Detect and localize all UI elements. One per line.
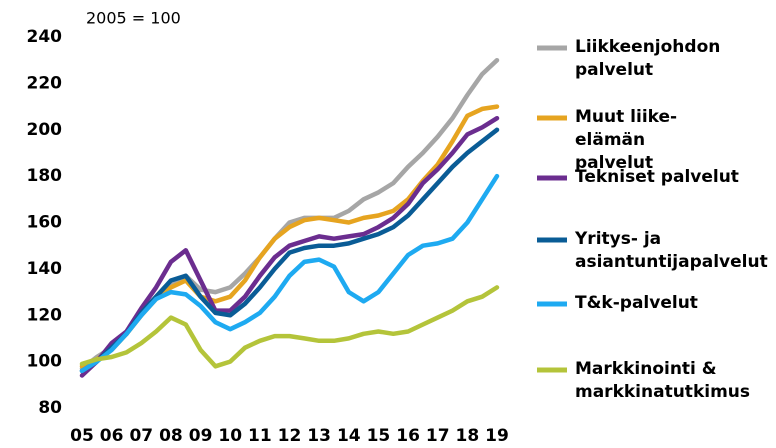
- x-tick-label: 16: [396, 426, 420, 446]
- x-tick-label: 12: [278, 426, 302, 446]
- y-tick-label: 160: [27, 213, 63, 233]
- legend-label: Muut liike-elämän palvelut: [575, 107, 678, 173]
- legend-label: Yritys- ja asiantuntijapalvelut: [575, 229, 768, 272]
- series-line: [79, 285, 500, 369]
- x-tick-label: 15: [367, 426, 391, 446]
- y-tick-label: 200: [27, 120, 63, 140]
- x-tick-label: 13: [307, 426, 331, 446]
- x-tick-label: 06: [100, 426, 124, 446]
- y-tick-label: 100: [27, 352, 63, 372]
- subtitle: 2005 = 100: [86, 9, 181, 28]
- x-tick-label: 17: [426, 426, 450, 446]
- series-line: [79, 104, 500, 369]
- x-tick-label: 19: [485, 426, 509, 446]
- x-tick-label: 11: [248, 426, 272, 446]
- x-tick-label: 18: [456, 426, 480, 446]
- legend-label: T&k-palvelut: [575, 293, 698, 313]
- x-tick-label: 14: [337, 426, 361, 446]
- y-tick-label: 80: [38, 398, 62, 418]
- y-tick-label: 180: [27, 166, 63, 186]
- x-tick-label: 05: [70, 426, 94, 446]
- y-tick-label: 220: [27, 73, 63, 93]
- legend-label: Tekniset palvelut: [575, 167, 739, 187]
- x-tick-label: 10: [218, 426, 242, 446]
- series-line: [79, 115, 500, 378]
- legend-label: Liikkeenjohdon palvelut: [575, 37, 721, 80]
- x-tick-label: 07: [129, 426, 153, 446]
- legend-label: Markkinointi & markkinatutkimus: [575, 359, 751, 402]
- y-tick-label: 240: [27, 27, 63, 47]
- series-line: [79, 57, 500, 371]
- y-tick-label: 140: [27, 259, 63, 279]
- x-tick-label: 09: [189, 426, 213, 446]
- y-tick-label: 120: [27, 305, 63, 325]
- series-line: [79, 173, 500, 374]
- x-tick-label: 08: [159, 426, 183, 446]
